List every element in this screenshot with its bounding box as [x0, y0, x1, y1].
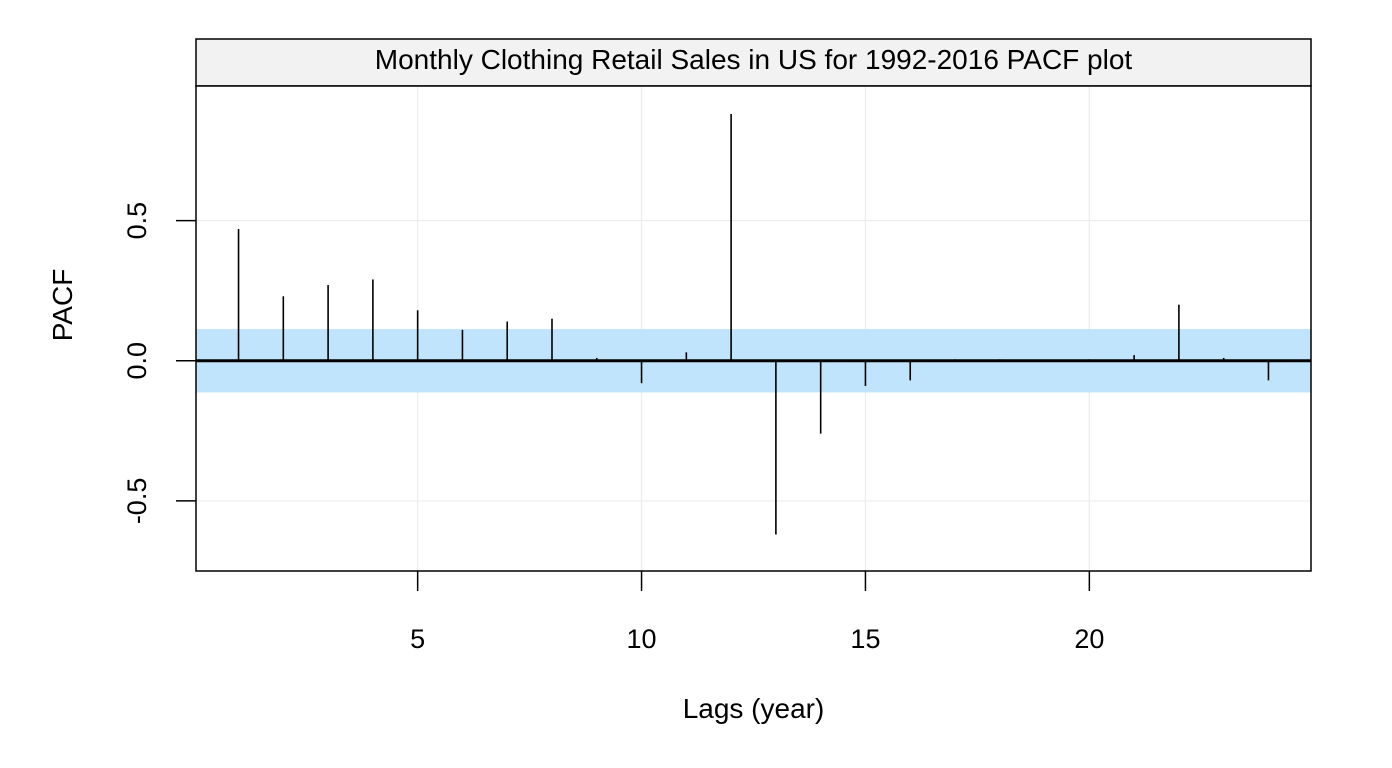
x-axis: 5 10 15 20	[410, 571, 1104, 654]
chart-title: Monthly Clothing Retail Sales in US for …	[375, 44, 1133, 75]
x-tick-label: 15	[850, 624, 880, 654]
x-tick-label: 20	[1074, 624, 1104, 654]
plot-panel	[196, 86, 1311, 571]
x-tick-label: 5	[410, 624, 425, 654]
title-strip	[195, 38, 1312, 87]
y-tick-label: 0.5	[122, 202, 152, 240]
y-tick-label: -0.5	[122, 478, 152, 525]
y-tick-label: 0.0	[122, 342, 152, 380]
y-axis-label: PACF	[47, 269, 78, 342]
x-axis-label: Lags (year)	[683, 693, 825, 724]
y-axis: -0.5 0.0 0.5	[122, 202, 196, 524]
plot-panel-border	[195, 85, 1312, 572]
x-tick-label: 10	[627, 624, 657, 654]
